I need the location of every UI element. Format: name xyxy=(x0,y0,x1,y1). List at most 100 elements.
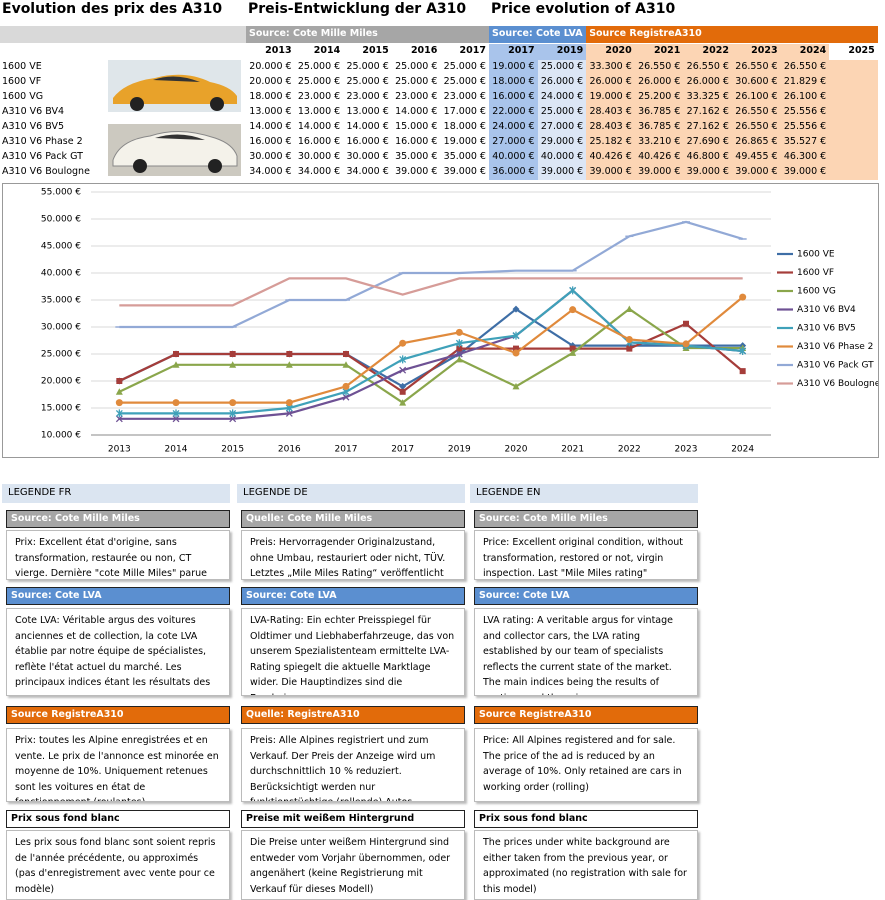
price-cell: 25.200 € xyxy=(634,90,684,105)
price-cell: 16.000 € xyxy=(246,135,295,150)
line-chart: 10.000 € 15.000 € 20.000 € 25.000 € 30.000 €… xyxy=(2,183,879,458)
year-header: 2017 xyxy=(489,44,538,60)
marker xyxy=(229,409,237,418)
year-header: 2017 xyxy=(440,44,489,60)
marker xyxy=(172,399,180,407)
section-text: LVA rating: A veritable argus for vintag… xyxy=(474,608,698,696)
price-cell: 27.162 € xyxy=(683,105,732,120)
marker xyxy=(399,339,407,347)
marker xyxy=(115,388,123,395)
marker xyxy=(399,388,406,395)
legend-label: A310 V6 Pack GT xyxy=(797,361,874,371)
series-line xyxy=(119,277,743,307)
marker xyxy=(455,339,463,348)
year-header: 2015 xyxy=(343,44,392,60)
year-header: 2021 xyxy=(634,44,684,60)
price-cell: 28.403 € xyxy=(586,120,635,135)
legend-heading: LEGENDE EN xyxy=(470,484,698,503)
section-text: Prix: toutes les Alpine enregistrées et … xyxy=(6,728,230,802)
year-header: 2016 xyxy=(391,44,441,60)
marker xyxy=(626,345,633,352)
section-text: The prices under white background are ei… xyxy=(474,830,698,900)
price-cell: 25.000 € xyxy=(294,60,344,75)
empty-cell xyxy=(829,75,878,90)
x-tick-label: 2019 xyxy=(448,445,471,455)
price-cell: 17.000 € xyxy=(440,105,489,120)
price-cell: 16.000 € xyxy=(343,135,392,150)
marker xyxy=(512,382,520,390)
model-name: A310 V6 Pack GT xyxy=(2,151,83,162)
price-cell: 25.556 € xyxy=(780,105,830,120)
model-name: 1600 VG xyxy=(2,91,44,102)
marker xyxy=(399,355,407,364)
price-cell: 19.000 € xyxy=(440,135,489,150)
price-cell: 18.000 € xyxy=(489,75,538,90)
marker xyxy=(569,286,577,295)
section-title: Prix sous fond blanc xyxy=(474,810,698,828)
price-cell: 14.000 € xyxy=(294,120,344,135)
marker xyxy=(455,350,463,358)
price-cell: 49.455 € xyxy=(732,150,781,165)
price-cell: 27.000 € xyxy=(489,135,538,150)
marker xyxy=(399,399,407,406)
marker xyxy=(739,293,747,301)
marker xyxy=(682,340,690,348)
marker xyxy=(115,409,123,418)
legend-heading: LEGENDE DE xyxy=(237,484,465,503)
title: Evolution des prix des A310 xyxy=(2,1,223,17)
marker xyxy=(456,345,463,352)
price-cell: 22.000 € xyxy=(489,105,538,120)
price-cell: 26.000 € xyxy=(586,75,635,90)
section-title: Quelle: RegistreA310 xyxy=(241,706,465,724)
price-cell: 26.000 € xyxy=(683,75,732,90)
header-fill xyxy=(0,26,246,43)
marker xyxy=(115,415,123,423)
section-text: Les prix sous fond blanc sont soient rep… xyxy=(6,830,230,900)
orange-car xyxy=(113,74,237,104)
y-tick-label: 35.000 € xyxy=(41,296,81,306)
price-cell: 39.000 € xyxy=(634,165,684,180)
title: Price evolution of A310 xyxy=(491,1,676,17)
model-name: A310 V6 Boulogne xyxy=(2,166,90,177)
marker xyxy=(286,351,293,357)
price-cell: 14.000 € xyxy=(246,120,295,135)
y-tick-label: 40.000 € xyxy=(41,269,81,279)
price-cell: 25.000 € xyxy=(343,60,392,75)
price-cell: 13.000 € xyxy=(294,105,344,120)
x-tick-label: 2024 xyxy=(731,445,754,455)
marker xyxy=(455,328,463,336)
price-cell: 39.000 € xyxy=(440,165,489,180)
section-title: Prix sous fond blanc xyxy=(6,810,230,828)
y-tick-label: 15.000 € xyxy=(41,404,81,414)
marker xyxy=(569,345,576,352)
section-text: Cote LVA: Véritable argus des voitures a… xyxy=(6,608,230,696)
y-tick-label: 25.000 € xyxy=(41,350,81,360)
price-cell: 40.426 € xyxy=(634,150,684,165)
source-header: Source: Cote Mille Miles xyxy=(246,26,489,43)
price-cell: 27.162 € xyxy=(683,120,732,135)
price-cell: 39.000 € xyxy=(732,165,781,180)
x-tick-label: 2013 xyxy=(108,445,131,455)
price-cell: 39.000 € xyxy=(537,165,587,180)
price-cell: 30.000 € xyxy=(343,150,392,165)
marker xyxy=(399,366,407,374)
empty-cell xyxy=(829,150,878,165)
wheel xyxy=(210,97,224,111)
series-line xyxy=(119,296,744,404)
marker xyxy=(173,351,179,357)
x-tick-label: 2016 xyxy=(278,445,301,455)
x-tick-label: 2017 xyxy=(391,445,414,455)
marker xyxy=(342,393,350,401)
y-tick-label: 45.000 € xyxy=(41,242,81,252)
source-header: Source RegistreA310 xyxy=(586,26,878,43)
price-cell: 30.000 € xyxy=(246,150,295,165)
y-tick-label: 55.000 € xyxy=(41,188,81,198)
section-text: Preis: Hervorragender Originalzustand, o… xyxy=(241,530,465,580)
price-cell: 24.000 € xyxy=(537,90,587,105)
series-line xyxy=(118,307,743,404)
empty-cell xyxy=(829,105,878,120)
x-tick-label: 2023 xyxy=(675,445,698,455)
model-name: 1600 VF xyxy=(2,76,42,87)
marker xyxy=(229,351,236,357)
year-header: 2022 xyxy=(683,44,732,60)
